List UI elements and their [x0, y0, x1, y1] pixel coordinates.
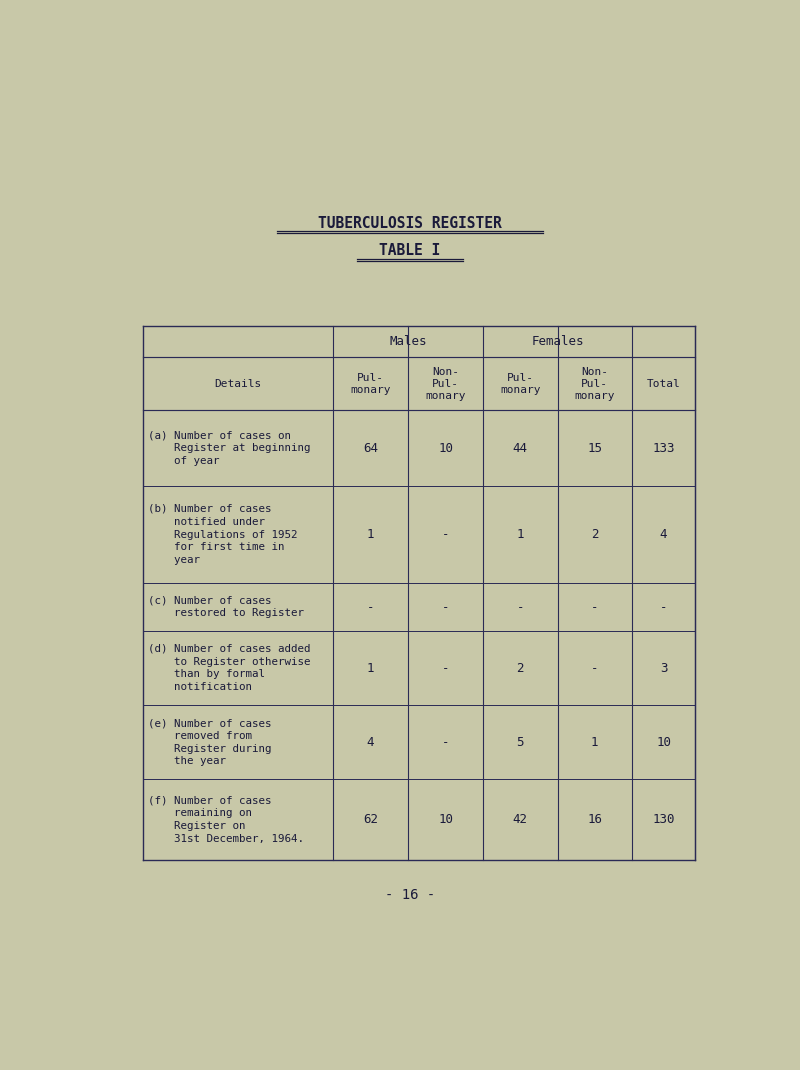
Text: Non-
Pul-
monary: Non- Pul- monary [426, 367, 466, 401]
Text: 10: 10 [438, 813, 453, 826]
Text: Details: Details [214, 379, 262, 388]
Text: (d) Number of cases added
    to Register otherwise
    than by formal
    notif: (d) Number of cases added to Register ot… [148, 644, 310, 692]
Text: 10: 10 [438, 442, 453, 455]
Text: -: - [442, 529, 450, 541]
Text: 133: 133 [652, 442, 675, 455]
Text: 44: 44 [513, 442, 528, 455]
Text: Non-
Pul-
monary: Non- Pul- monary [574, 367, 615, 401]
Text: Females: Females [531, 335, 584, 349]
Text: 4: 4 [366, 736, 374, 749]
Text: -: - [591, 661, 598, 674]
Text: (a) Number of cases on
    Register at beginning
    of year: (a) Number of cases on Register at begin… [148, 430, 310, 465]
Text: 3: 3 [660, 661, 667, 674]
Text: (c) Number of cases
    restored to Register: (c) Number of cases restored to Register [148, 596, 304, 618]
Text: - 16 -: - 16 - [385, 888, 435, 902]
Text: 62: 62 [363, 813, 378, 826]
Text: 1: 1 [517, 529, 524, 541]
Text: 4: 4 [660, 529, 667, 541]
Text: 64: 64 [363, 442, 378, 455]
Text: 130: 130 [652, 813, 675, 826]
Text: TABLE I: TABLE I [379, 243, 441, 258]
Text: -: - [442, 661, 450, 674]
Text: -: - [366, 600, 374, 613]
Text: Total: Total [646, 379, 681, 388]
Text: -: - [442, 600, 450, 613]
Text: 15: 15 [587, 442, 602, 455]
Text: 2: 2 [517, 661, 524, 674]
Text: 1: 1 [366, 529, 374, 541]
Text: 10: 10 [656, 736, 671, 749]
Text: (e) Number of cases
    removed from
    Register during
    the year: (e) Number of cases removed from Registe… [148, 718, 271, 766]
Text: TUBERCULOSIS REGISTER: TUBERCULOSIS REGISTER [318, 216, 502, 231]
Text: 42: 42 [513, 813, 528, 826]
Text: (f) Number of cases
    remaining on
    Register on
    31st December, 1964.: (f) Number of cases remaining on Registe… [148, 795, 304, 844]
Text: 5: 5 [517, 736, 524, 749]
Text: 2: 2 [591, 529, 598, 541]
Text: -: - [442, 736, 450, 749]
Text: -: - [517, 600, 524, 613]
Text: -: - [660, 600, 667, 613]
Text: -: - [591, 600, 598, 613]
Text: (b) Number of cases
    notified under
    Regulations of 1952
    for first tim: (b) Number of cases notified under Regul… [148, 504, 298, 565]
Text: Pul-
monary: Pul- monary [500, 372, 541, 395]
Text: Pul-
monary: Pul- monary [350, 372, 390, 395]
Text: 1: 1 [366, 661, 374, 674]
Text: 16: 16 [587, 813, 602, 826]
Text: Males: Males [389, 335, 426, 349]
Text: 1: 1 [591, 736, 598, 749]
